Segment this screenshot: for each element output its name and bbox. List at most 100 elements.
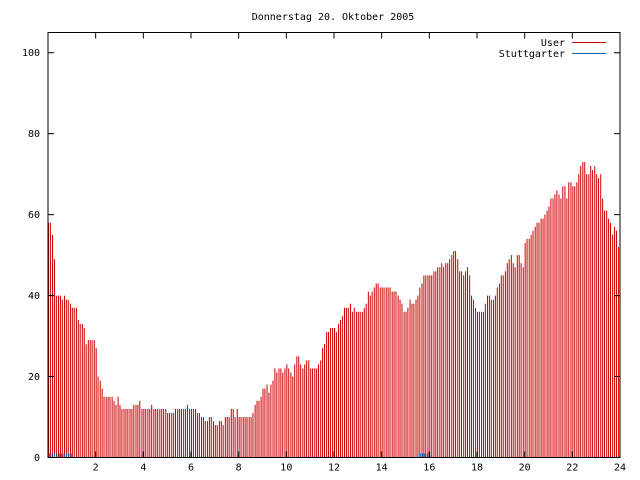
bar-user-186 — [417, 295, 419, 458]
bar-user-135 — [316, 368, 318, 458]
bar-user-241 — [526, 238, 528, 458]
chart-title: Donnerstag 20. Oktober 2005 — [252, 12, 415, 23]
x-tick-label-1: 4 — [140, 463, 146, 474]
bars-layer — [48, 162, 620, 458]
x-tick-label-9: 20 — [519, 463, 531, 474]
bar-user-61 — [169, 412, 171, 458]
bar-user-19 — [85, 344, 87, 458]
bar-user-33 — [113, 400, 115, 458]
bar-user-110 — [266, 384, 268, 458]
bar-user-88 — [222, 425, 224, 458]
x-tick-label-11: 24 — [614, 463, 626, 474]
x-tick-label-8: 18 — [471, 463, 483, 474]
bar-user-228 — [500, 275, 502, 458]
bar-user-96 — [238, 417, 240, 458]
bar-user-172 — [389, 287, 391, 458]
bar-user-221 — [487, 295, 489, 458]
bar-user-159 — [363, 307, 365, 458]
bar-stuttgarter-0 — [49, 453, 51, 458]
bar-user-165 — [375, 283, 377, 458]
bar-user-91 — [228, 417, 230, 458]
bar-user-170 — [385, 287, 387, 458]
bar-user-74 — [195, 408, 197, 458]
bar-user-107 — [260, 396, 262, 458]
bar-user-108 — [262, 388, 264, 458]
bar-user-243 — [530, 234, 532, 458]
bar-user-199 — [443, 267, 445, 458]
x-tick-label-2: 6 — [188, 463, 194, 474]
bar-user-154 — [353, 307, 355, 458]
bar-user-151 — [347, 307, 349, 458]
bar-user-213 — [471, 295, 473, 458]
bar-user-97 — [240, 417, 242, 458]
bar-user-153 — [351, 311, 353, 458]
bar-user-237 — [518, 255, 520, 458]
bar-user-143 — [332, 327, 334, 458]
bar-user-90 — [226, 417, 228, 458]
bar-user-226 — [496, 287, 498, 458]
bar-user-231 — [506, 263, 508, 458]
bar-user-136 — [318, 364, 320, 458]
bar-user-257 — [558, 194, 560, 458]
bar-user-269 — [582, 162, 584, 458]
bar-user-27 — [101, 388, 103, 458]
bar-user-117 — [280, 368, 282, 458]
bar-user-260 — [564, 186, 566, 458]
bar-user-31 — [109, 396, 111, 458]
bar-user-220 — [484, 303, 486, 458]
bar-user-214 — [472, 299, 474, 458]
bar-user-246 — [536, 222, 538, 458]
bar-user-122 — [290, 372, 292, 458]
bar-user-66 — [179, 408, 181, 458]
bar-user-84 — [214, 425, 216, 458]
bar-user-26 — [99, 380, 101, 458]
bar-user-142 — [329, 327, 331, 458]
legend-label-user: User — [541, 38, 565, 49]
bar-user-35 — [117, 396, 119, 458]
bar-user-198 — [441, 263, 443, 458]
bar-user-240 — [524, 242, 526, 458]
bar-user-29 — [105, 396, 107, 458]
bar-user-195 — [435, 271, 437, 458]
bar-user-57 — [161, 408, 163, 458]
bar-user-247 — [538, 222, 540, 458]
bar-user-11 — [69, 303, 71, 458]
bar-user-207 — [459, 271, 461, 458]
bar-user-238 — [520, 263, 522, 458]
bar-user-200 — [445, 263, 447, 458]
bar-user-12 — [71, 307, 73, 458]
bar-user-145 — [335, 332, 337, 458]
bar-user-209 — [463, 275, 465, 458]
x-tick-label-6: 14 — [376, 463, 388, 474]
bar-stuttgarter-14 — [426, 453, 428, 458]
bar-user-82 — [210, 417, 212, 458]
bar-user-43 — [133, 404, 135, 458]
bar-user-34 — [115, 404, 117, 458]
bar-user-50 — [147, 408, 149, 458]
bar-user-14 — [75, 307, 77, 458]
bar-user-102 — [250, 417, 252, 458]
bar-user-233 — [510, 255, 512, 458]
bar-user-139 — [323, 344, 325, 458]
bar-user-47 — [141, 408, 143, 458]
bar-user-38 — [123, 408, 125, 458]
bar-user-239 — [522, 267, 524, 458]
bar-user-224 — [492, 299, 494, 458]
bar-stuttgarter-6 — [63, 453, 65, 458]
bar-user-144 — [334, 327, 335, 458]
bar-stuttgarter-7 — [65, 453, 67, 458]
bar-user-8 — [63, 295, 65, 458]
bar-user-219 — [482, 311, 484, 458]
bar-user-21 — [89, 340, 91, 458]
bar-user-157 — [359, 311, 361, 458]
bar-user-287 — [618, 247, 620, 458]
bar-stuttgarter-4 — [58, 453, 60, 458]
bar-user-125 — [296, 356, 298, 458]
bar-user-178 — [401, 303, 403, 458]
bar-user-100 — [246, 417, 248, 458]
bar-user-54 — [155, 408, 157, 458]
bar-stuttgarter-3 — [56, 453, 58, 458]
bar-user-103 — [252, 412, 254, 458]
